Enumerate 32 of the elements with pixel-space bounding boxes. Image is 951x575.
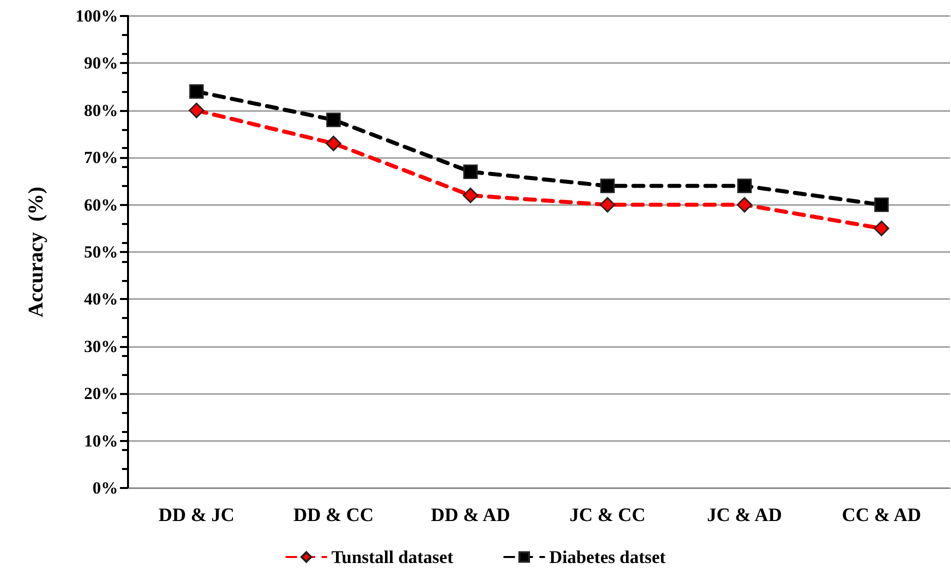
legend-label: Tunstall dataset — [331, 547, 454, 567]
point — [874, 220, 890, 236]
x-tick-label: CC & AD — [842, 505, 922, 526]
x-tick-label: JC & AD — [707, 505, 782, 526]
x-tick-label: DD & JC — [158, 505, 234, 526]
point — [463, 164, 478, 180]
y-tick-label: 10% — [84, 431, 118, 450]
x-tick-label: JC & CC — [570, 505, 646, 526]
point — [874, 198, 889, 212]
x-tick-label: DD & AD — [430, 505, 510, 526]
point — [326, 112, 341, 128]
y-tick-label: 40% — [84, 290, 118, 309]
point — [326, 136, 342, 152]
point — [189, 84, 204, 99]
x-tick-label: DD & CC — [293, 505, 374, 526]
point — [736, 197, 752, 213]
legend-label: Diabetes datset — [549, 547, 666, 567]
y-tick-label: 0% — [92, 478, 118, 498]
y-tick-label: 90% — [84, 54, 118, 73]
y-tick-label: 20% — [84, 384, 118, 404]
y-tick-label: 80% — [84, 100, 118, 120]
y-tick-label: 60% — [84, 195, 118, 214]
point — [188, 102, 204, 118]
y-axis-title: Accuracy (%) — [24, 186, 48, 318]
y-tick-label: 30% — [84, 336, 118, 356]
y-tick-label: 100% — [76, 6, 118, 26]
point — [737, 178, 752, 194]
point — [600, 178, 615, 194]
point — [462, 188, 478, 204]
point — [600, 197, 616, 213]
y-tick-label: 50% — [84, 242, 118, 262]
y-tick-label: 70% — [84, 148, 118, 168]
